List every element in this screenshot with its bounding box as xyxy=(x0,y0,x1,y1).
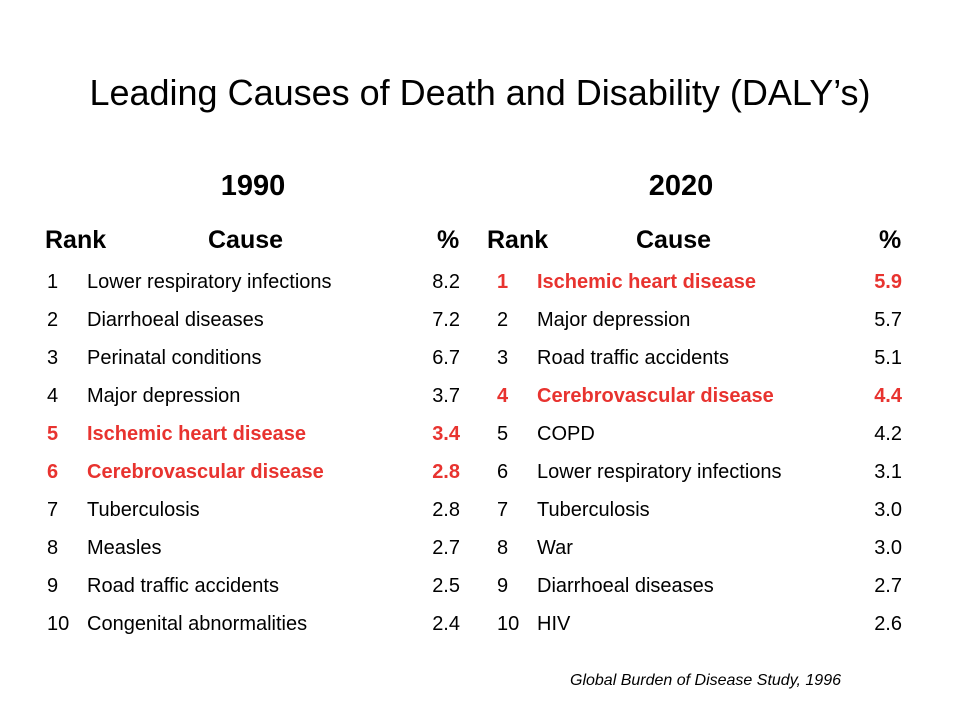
row-cause: Road traffic accidents xyxy=(537,347,729,369)
row-percent: 5.7 xyxy=(874,309,902,331)
row-percent: 2.7 xyxy=(432,537,460,559)
row-rank: 9 xyxy=(47,575,59,597)
row-cause: Perinatal conditions xyxy=(87,347,262,369)
row-percent: 2.4 xyxy=(432,613,460,635)
row-rank: 2 xyxy=(47,309,59,331)
row-rank: 7 xyxy=(47,499,59,521)
row-percent: 5.1 xyxy=(874,347,902,369)
row-percent: 4.2 xyxy=(874,423,902,445)
row-cause: War xyxy=(537,537,573,559)
table-row-2020: 10 HIV 2.6 xyxy=(497,609,902,639)
year-1990-heading: 1990 xyxy=(220,170,286,202)
table-row-2020: 2 Major depression 5.7 xyxy=(497,305,902,335)
row-cause: Lower respiratory infections xyxy=(537,461,782,483)
table-row-1990: 1 Lower respiratory infections 8.2 xyxy=(47,267,460,297)
row-cause: Cerebrovascular disease xyxy=(87,461,324,483)
row-cause: Congenital abnormalities xyxy=(87,613,308,635)
row-cause: Tuberculosis xyxy=(87,499,200,521)
row-rank: 5 xyxy=(497,423,509,445)
row-rank: 4 xyxy=(497,385,509,407)
table-row-1990: 9 Road traffic accidents 2.5 xyxy=(47,571,460,601)
row-cause: Diarrhoeal diseases xyxy=(537,575,714,597)
row-cause: Tuberculosis xyxy=(537,499,650,521)
row-rank: 8 xyxy=(47,537,59,559)
row-cause: Ischemic heart disease xyxy=(87,423,307,445)
row-rank: 6 xyxy=(47,461,59,483)
row-rank: 9 xyxy=(497,575,509,597)
row-percent: 3.0 xyxy=(874,537,902,559)
table-row-1990: 10 Congenital abnormalities 2.4 xyxy=(47,609,460,639)
table-row-2020: 3 Road traffic accidents 5.1 xyxy=(497,343,902,373)
row-percent: 3.4 xyxy=(432,423,460,445)
table-row-2020: 6 Lower respiratory infections 3.1 xyxy=(497,457,902,487)
table-row-1990: 2 Diarrhoeal diseases 7.2 xyxy=(47,305,460,335)
row-percent: 8.2 xyxy=(432,271,460,293)
row-cause: Major depression xyxy=(87,385,241,407)
page-title: Leading Causes of Death and Disability (… xyxy=(89,72,871,113)
table-row-1990: 7 Tuberculosis 2.8 xyxy=(47,495,460,525)
table-row-1990: 5 Ischemic heart disease 3.4 xyxy=(47,419,460,449)
row-percent: 2.7 xyxy=(874,575,902,597)
percent-header-1990: % xyxy=(437,226,460,254)
row-rank: 10 xyxy=(497,613,520,635)
table-row-2020: 5 COPD 4.2 xyxy=(497,419,902,449)
cause-header-1990: Cause xyxy=(208,226,284,254)
percent-header-2020: % xyxy=(879,226,902,254)
row-cause: Cerebrovascular disease xyxy=(537,385,774,407)
row-cause: Diarrhoeal diseases xyxy=(87,309,264,331)
table-row-2020: 8 War 3.0 xyxy=(497,533,902,563)
row-rank: 8 xyxy=(497,537,509,559)
rank-header-2020: Rank xyxy=(487,226,549,254)
row-percent: 2.5 xyxy=(432,575,460,597)
row-cause: Road traffic accidents xyxy=(87,575,279,597)
row-rank: 3 xyxy=(497,347,509,369)
table-row-2020: 4 Cerebrovascular disease 4.4 xyxy=(497,381,902,411)
source-citation: Global Burden of Disease Study, 1996 xyxy=(570,672,841,689)
row-cause: HIV xyxy=(537,613,571,635)
row-percent: 2.8 xyxy=(432,461,460,483)
table-row-2020: 7 Tuberculosis 3.0 xyxy=(497,495,902,525)
row-rank: 3 xyxy=(47,347,59,369)
table-row-1990: 8 Measles 2.7 xyxy=(47,533,460,563)
cause-header-2020: Cause xyxy=(636,226,712,254)
row-cause: COPD xyxy=(537,423,595,445)
rank-header-1990: Rank xyxy=(45,226,107,254)
row-percent: 3.0 xyxy=(874,499,902,521)
row-percent: 2.8 xyxy=(432,499,460,521)
table-row-1990: 4 Major depression 3.7 xyxy=(47,381,460,411)
row-rank: 6 xyxy=(497,461,509,483)
row-rank: 7 xyxy=(497,499,509,521)
row-percent: 3.7 xyxy=(432,385,460,407)
row-cause: Ischemic heart disease xyxy=(537,271,757,293)
year-2020-heading: 2020 xyxy=(648,170,714,202)
table-row-2020: 1 Ischemic heart disease 5.9 xyxy=(497,267,902,297)
row-rank: 1 xyxy=(47,271,59,293)
row-cause: Major depression xyxy=(537,309,691,331)
row-percent: 2.6 xyxy=(874,613,902,635)
row-percent: 3.1 xyxy=(874,461,902,483)
row-percent: 6.7 xyxy=(432,347,460,369)
row-rank: 10 xyxy=(47,613,70,635)
row-percent: 4.4 xyxy=(874,385,902,407)
row-percent: 5.9 xyxy=(874,271,902,293)
row-rank: 5 xyxy=(47,423,59,445)
row-rank: 2 xyxy=(497,309,509,331)
row-rank: 4 xyxy=(47,385,59,407)
row-cause: Measles xyxy=(87,537,162,559)
table-row-1990: 3 Perinatal conditions 6.7 xyxy=(47,343,460,373)
row-rank: 1 xyxy=(497,271,509,293)
row-percent: 7.2 xyxy=(432,309,460,331)
table-row-2020: 9 Diarrhoeal diseases 2.7 xyxy=(497,571,902,601)
table-row-1990: 6 Cerebrovascular disease 2.8 xyxy=(47,457,460,487)
row-cause: Lower respiratory infections xyxy=(87,271,332,293)
